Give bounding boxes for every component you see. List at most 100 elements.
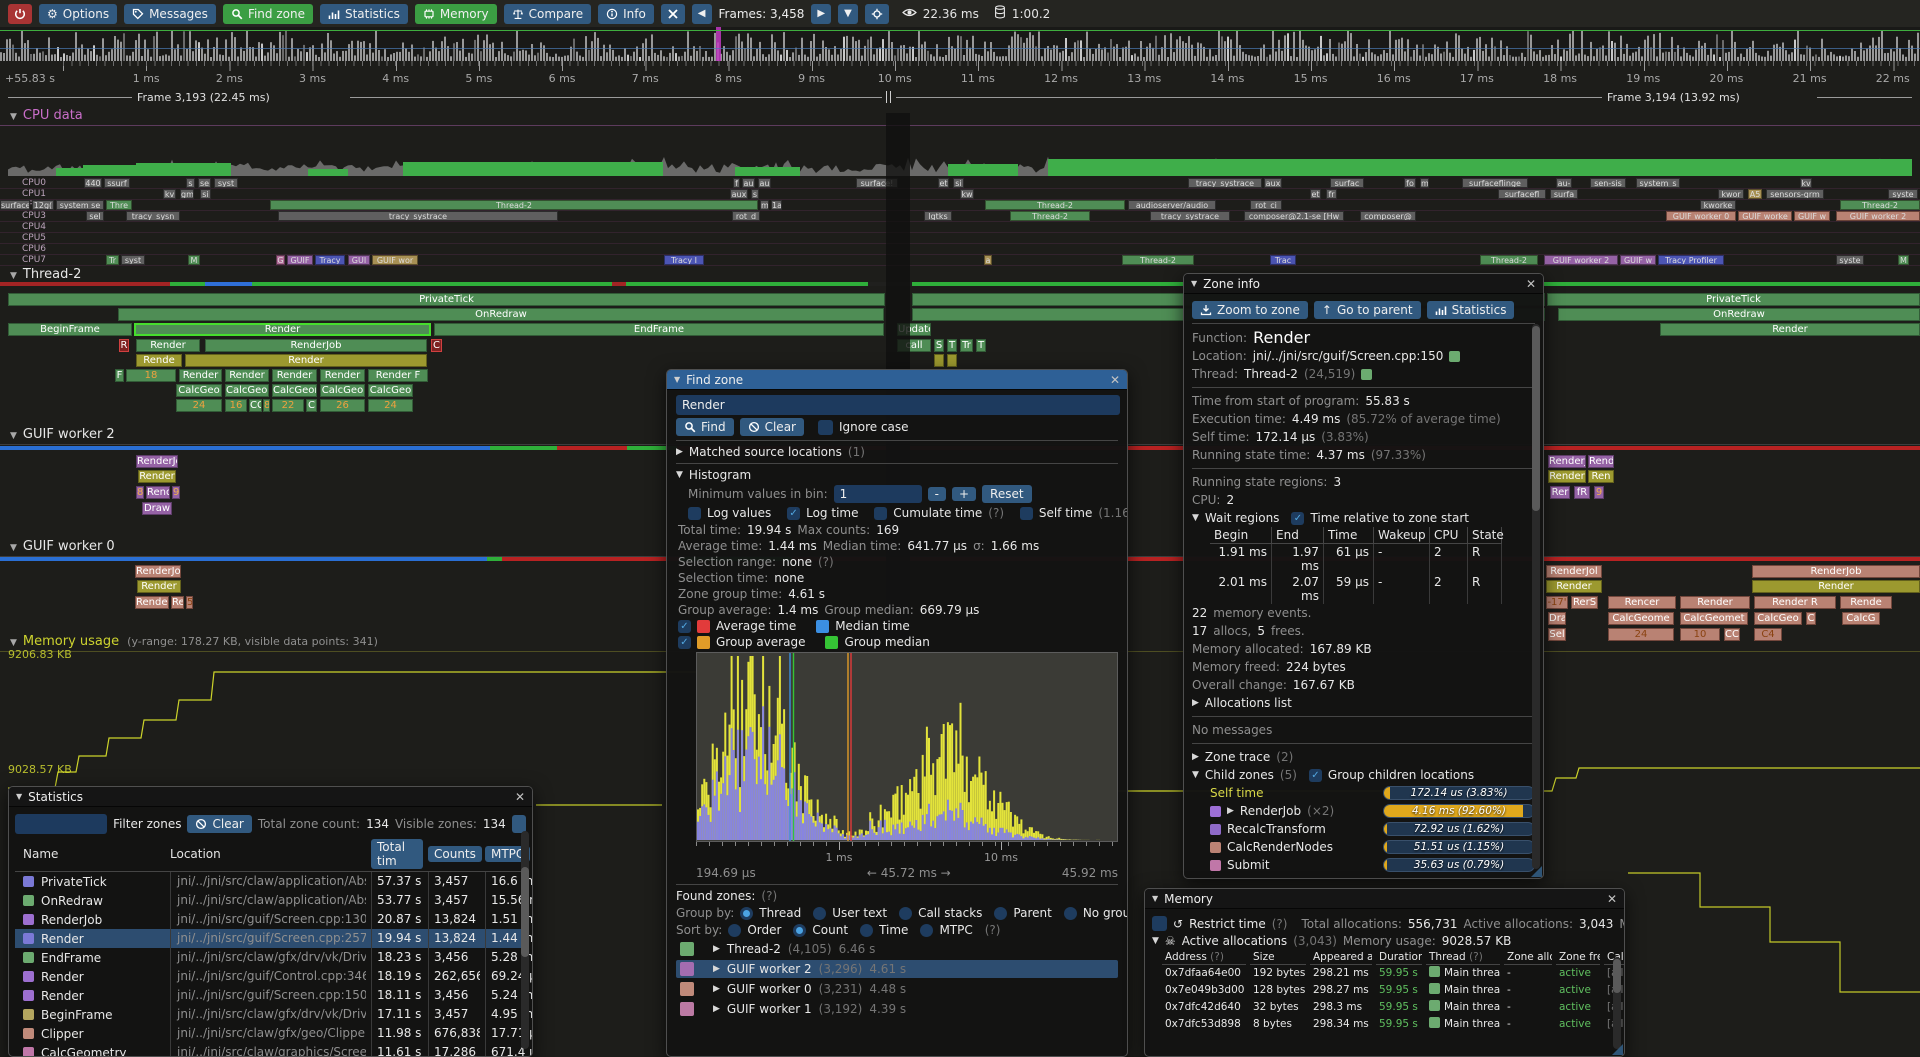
memory-col-size[interactable]: Size — [1250, 950, 1306, 965]
zone[interactable]: -17' — [1546, 596, 1568, 609]
cpu-zone[interactable]: tracy_systrace — [278, 211, 558, 221]
prev-frame-button[interactable]: ◀ — [691, 3, 712, 24]
cpu-zone[interactable]: syste — [1836, 255, 1864, 265]
zone[interactable]: CalcGeo — [320, 384, 365, 397]
cpu-zone[interactable]: kv — [163, 189, 176, 199]
memory-col-zone-free[interactable]: Zone free — [1556, 950, 1600, 965]
matched-source-locations[interactable]: Matched source locations — [688, 445, 842, 459]
cpu-zone[interactable]: GUIF w — [1620, 255, 1656, 265]
cpu-zone[interactable]: surfaceflinge — [1462, 178, 1528, 188]
child-zone-row[interactable]: RecalcTransform 72.92 us (1.62%) — [1192, 820, 1535, 838]
zone[interactable]: CalcGeomet — [1680, 612, 1748, 625]
cpu-zone[interactable]: au — [758, 178, 771, 188]
zone[interactable]: CalcGeo — [368, 384, 413, 397]
zone[interactable]: 9 — [172, 486, 180, 499]
col-counts[interactable]: Counts — [428, 846, 482, 862]
zone[interactable]: CalcG — [1842, 612, 1880, 625]
tools-button[interactable] — [660, 3, 685, 24]
statistics-row[interactable]: BeginFrame jni/../jni/src/claw/gfx/drv/vk… — [15, 1005, 532, 1024]
zone[interactable]: Rende — [1840, 596, 1892, 609]
cpu-zone[interactable]: ssurf — [104, 178, 130, 188]
cpu-zone[interactable]: au- — [1556, 178, 1572, 188]
goto-frame-button[interactable] — [864, 3, 889, 24]
close-icon[interactable]: ✕ — [1109, 372, 1120, 387]
cpu-zone[interactable]: syst — [214, 178, 238, 188]
allocation-row[interactable]: 0x7e049b3d00 128 bytes 298.27 ms 59.95 s Mai… — [1162, 982, 1624, 999]
memory-titlebar[interactable]: ▼ Memory ✕ — [1145, 889, 1624, 909]
cpu-zone[interactable]: Thread-2 — [1840, 200, 1920, 210]
cpu-zone[interactable]: composer@2.1-se [Hw — [1244, 211, 1344, 221]
cpu-zone[interactable]: Thre — [106, 200, 132, 210]
cpu-zone[interactable]: system se — [56, 200, 104, 210]
cpu-zone[interactable]: s — [186, 178, 195, 188]
cpu-zone[interactable]: aux — [730, 189, 748, 199]
memory-col-duration[interactable]: Duration — [1376, 950, 1422, 965]
memory-scrollbar[interactable] — [1613, 959, 1621, 993]
close-icon[interactable]: ✕ — [1525, 276, 1536, 291]
toolbar-button-options[interactable]: ⚙ Options — [39, 3, 118, 24]
zone-info-button-go-to-parent[interactable]: ↑ Go to parent — [1313, 301, 1421, 319]
radio-mtpc[interactable] — [920, 923, 934, 937]
found-zone-group-row[interactable]: ▶ GUIF worker 0 (3,231) 4.48 s — [676, 980, 1118, 998]
memory-col-thread[interactable]: Thread (?) — [1426, 950, 1500, 965]
cpu-zone[interactable]: kwor — [1718, 189, 1744, 199]
zone[interactable]: 8 — [263, 399, 270, 412]
statistics-row[interactable]: PrivateTick jni/../jni/src/claw/applicati… — [15, 872, 532, 891]
memory-col-zone-alloc[interactable]: Zone alloc — [1504, 950, 1552, 965]
cpu-zone[interactable]: rot_ci — [1250, 200, 1282, 210]
zone[interactable]: Rend — [146, 486, 170, 499]
zone[interactable] — [947, 354, 957, 367]
cpu-zone[interactable]: et — [938, 178, 949, 188]
power-button[interactable] — [8, 3, 32, 24]
zone[interactable]: Render — [272, 369, 317, 382]
zone[interactable]: fR — [1574, 486, 1590, 499]
zone[interactable]: Render — [135, 596, 169, 609]
zone[interactable]: Draw — [142, 502, 172, 515]
cpu-zone[interactable]: system_s — [1636, 178, 1680, 188]
zone[interactable]: 24 — [1608, 628, 1674, 641]
cpu-zone[interactable]: Tracy I — [664, 255, 704, 265]
found-zone-group-row[interactable]: ▶ GUIF worker 1 (3,192) 4.39 s — [676, 1000, 1118, 1018]
zone[interactable]: T — [976, 339, 986, 352]
zone[interactable]: CC — [249, 399, 262, 412]
cpu-zone[interactable]: fr — [1326, 189, 1337, 199]
cpu-zone[interactable]: GUIF worker 0 — [1666, 211, 1736, 221]
cpu-zone[interactable]: syste — [1888, 189, 1918, 199]
zone[interactable]: Render — [1548, 470, 1586, 483]
zone[interactable]: PrivateTick — [8, 293, 885, 306]
cpu-zone[interactable]: a — [984, 255, 992, 265]
hist-range-span[interactable]: ← 45.72 ms → — [866, 866, 951, 880]
allocation-row[interactable]: 0x7dfc53d898 8 bytes 298.34 ms 59.95 s Main … — [1162, 1016, 1624, 1033]
cpu-zone[interactable]: A5 — [1748, 189, 1762, 199]
child-zone-row[interactable]: ▶ RenderJob (×2) 4.16 ms (92.60%) — [1192, 802, 1535, 820]
allocation-row[interactable]: 0x7dfc42d640 32 bytes 298.3 ms 59.95 s Main … — [1162, 999, 1624, 1016]
statistics-row[interactable]: OnRedraw jni/../jni/src/claw/application/… — [15, 891, 532, 910]
zone[interactable]: RenderJob — [135, 565, 181, 578]
cpu-zone[interactable]: sel — [86, 211, 104, 221]
cpu-zone[interactable]: GUIF w — [1794, 211, 1830, 221]
zone[interactable]: CalcGeor — [272, 384, 317, 397]
statistics-row[interactable]: CalcGeometry jni/../jni/src/claw/graphics… — [15, 1043, 532, 1056]
zone[interactable]: 16 — [225, 399, 247, 412]
col-name[interactable]: Name — [23, 847, 59, 861]
zone[interactable]: Render — [134, 323, 431, 336]
bin-plus-button[interactable]: + — [951, 487, 977, 501]
radio-no-groupin[interactable] — [1063, 906, 1077, 920]
cpu-zone[interactable]: lgtks — [924, 211, 952, 221]
zone[interactable]: RenderJob — [1752, 565, 1920, 578]
cpu-zone[interactable]: audioserver/audio — [1128, 200, 1216, 210]
section-arrow[interactable]: ▶ — [1192, 698, 1199, 708]
cpu-zone[interactable]: sensors-grm — [1766, 189, 1824, 199]
checkbox-log-values[interactable] — [688, 506, 701, 520]
checkbox-self-time[interactable] — [1019, 506, 1033, 520]
resize-grip[interactable] — [1612, 1044, 1623, 1055]
zone[interactable]: 22 — [272, 399, 304, 412]
cpu-zone[interactable]: et — [1310, 189, 1321, 199]
frame-overview[interactable] — [0, 27, 1920, 61]
zone-info-button-zoom-to-zone[interactable]: Zoom to zone — [1192, 301, 1308, 319]
zone[interactable]: Render — [179, 369, 222, 382]
zone[interactable]: Sel — [1548, 628, 1566, 641]
zone[interactable]: Rer — [1550, 486, 1570, 499]
statistics-scrollbar[interactable] — [521, 867, 529, 957]
cpu-zone[interactable]: surfacef — [0, 200, 30, 210]
